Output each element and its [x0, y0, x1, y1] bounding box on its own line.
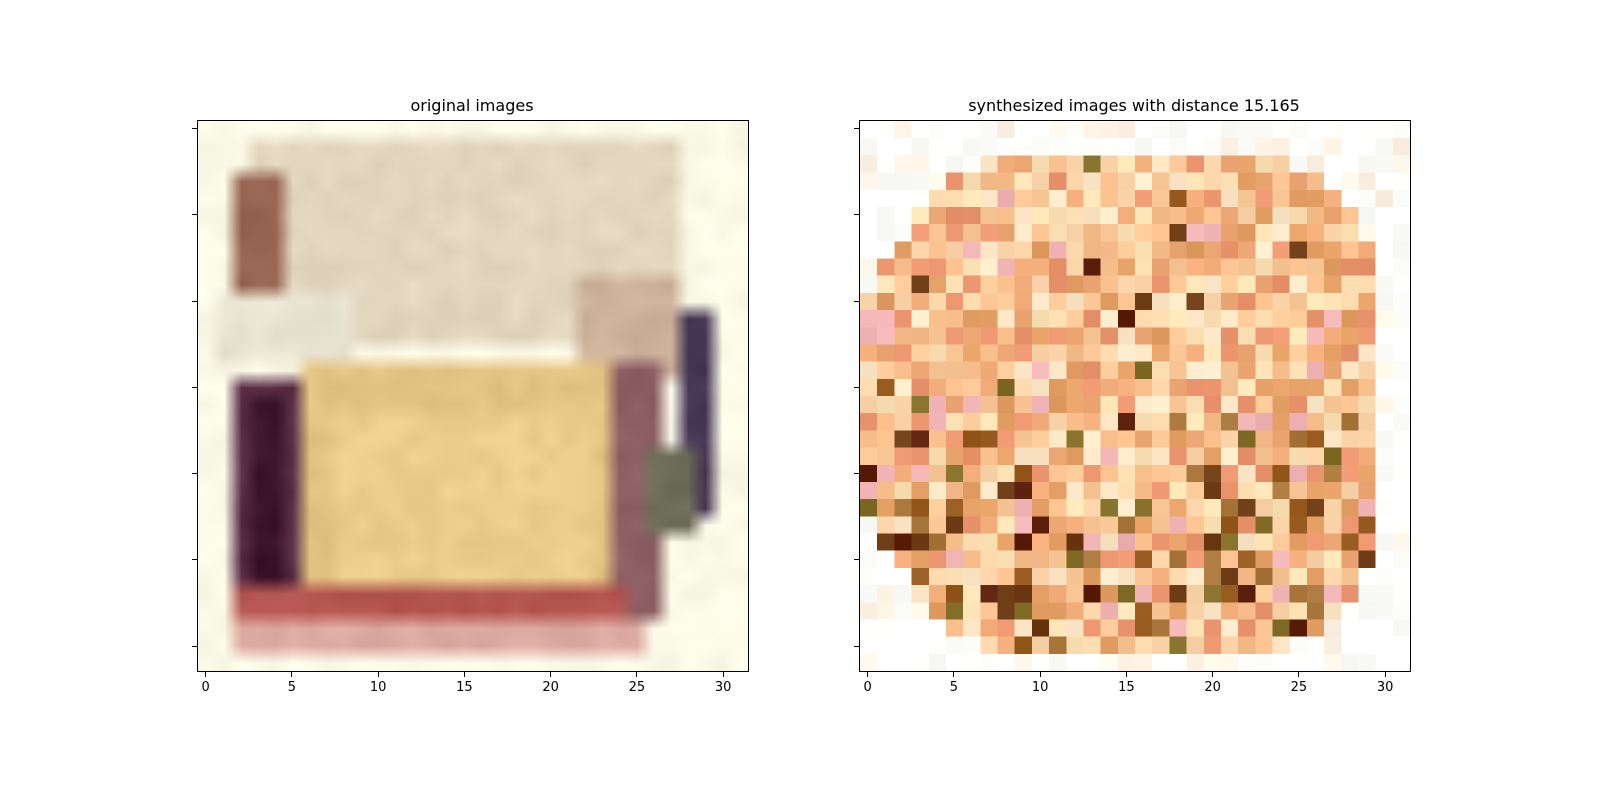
- x-tick-mark: [953, 672, 954, 677]
- x-tick-label: 15: [456, 680, 473, 695]
- x-tick-mark: [291, 672, 292, 677]
- y-tick-mark: [854, 128, 859, 129]
- x-tick-label: 0: [201, 680, 209, 695]
- y-tick-mark: [192, 214, 197, 215]
- x-tick-label: 25: [629, 680, 646, 695]
- y-tick-mark: [192, 559, 197, 560]
- x-tick-label: 0: [863, 680, 871, 695]
- original-image: [197, 120, 749, 672]
- y-tick-mark: [192, 301, 197, 302]
- y-tick-mark: [854, 473, 859, 474]
- x-tick-mark: [1126, 672, 1127, 677]
- x-tick-mark: [205, 672, 206, 677]
- y-tick-mark: [854, 301, 859, 302]
- x-tick-label: 5: [288, 680, 296, 695]
- x-tick-label: 20: [1204, 680, 1221, 695]
- x-tick-mark: [378, 672, 379, 677]
- x-tick-mark: [1385, 672, 1386, 677]
- x-tick-mark: [867, 672, 868, 677]
- x-tick-mark: [550, 672, 551, 677]
- left-panel-title: original images: [410, 96, 533, 115]
- x-tick-label: 10: [370, 680, 387, 695]
- y-tick-mark: [192, 646, 197, 647]
- x-tick-mark: [1040, 672, 1041, 677]
- x-tick-label: 30: [715, 680, 732, 695]
- y-tick-mark: [854, 214, 859, 215]
- synthesized-image: [859, 120, 1411, 672]
- x-tick-mark: [1212, 672, 1213, 677]
- x-tick-mark: [636, 672, 637, 677]
- x-tick-label: 20: [542, 680, 559, 695]
- y-tick-mark: [854, 559, 859, 560]
- y-tick-mark: [192, 387, 197, 388]
- right-panel-title: synthesized images with distance 15.165: [968, 96, 1300, 115]
- x-tick-mark: [464, 672, 465, 677]
- x-tick-label: 25: [1291, 680, 1308, 695]
- x-tick-label: 10: [1032, 680, 1049, 695]
- x-tick-label: 5: [950, 680, 958, 695]
- y-tick-mark: [854, 646, 859, 647]
- x-tick-label: 15: [1118, 680, 1135, 695]
- y-tick-mark: [854, 387, 859, 388]
- x-tick-mark: [1298, 672, 1299, 677]
- y-tick-mark: [192, 128, 197, 129]
- x-tick-mark: [723, 672, 724, 677]
- y-tick-mark: [192, 473, 197, 474]
- x-tick-label: 30: [1377, 680, 1394, 695]
